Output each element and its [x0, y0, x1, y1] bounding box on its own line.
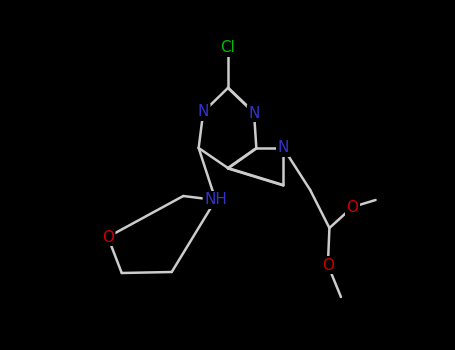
Text: O: O: [102, 230, 114, 245]
Text: N: N: [278, 140, 289, 155]
Text: N: N: [197, 105, 209, 119]
Text: Cl: Cl: [220, 41, 235, 56]
Text: O: O: [347, 199, 359, 215]
Text: NH: NH: [204, 193, 227, 208]
Text: O: O: [322, 258, 334, 273]
Text: N: N: [248, 105, 260, 120]
